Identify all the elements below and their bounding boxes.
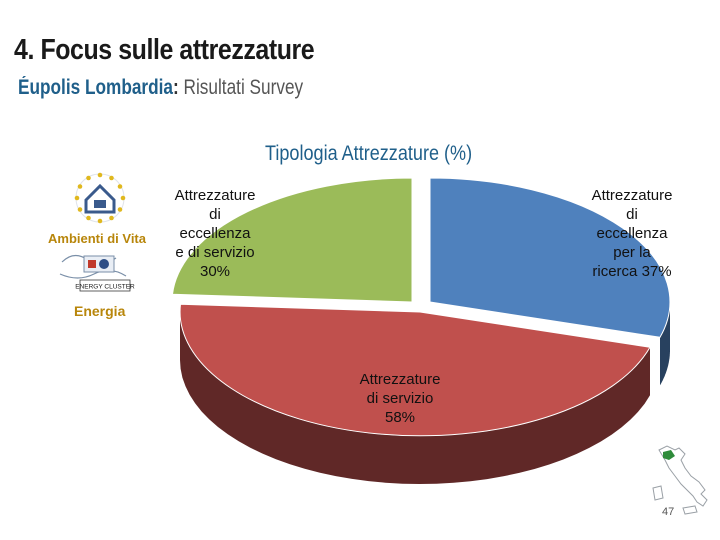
- slice-label-servizio: Attrezzature di servizio 58%: [340, 370, 460, 427]
- slice-eccellenza-ricerca: [429, 177, 671, 338]
- label-line: di: [209, 206, 221, 223]
- slice-label-eccellenza-servizio: Attrezzature di eccellenza e di servizio…: [160, 186, 270, 281]
- energia-label: Energia: [74, 303, 126, 319]
- label-line: Attrezzature: [591, 187, 673, 204]
- label-line: e di servizio: [175, 244, 255, 261]
- subtitle-separator: :: [173, 76, 179, 99]
- label-line: Attrezzature: [359, 371, 441, 388]
- cluster-logos: ENERGY CLUSTER: [59, 172, 135, 292]
- page-number: 47: [662, 506, 675, 518]
- subtitle-org: Éupolis Lombardia: [18, 76, 174, 99]
- energy-cluster-text: ENERGY CLUSTER: [75, 284, 135, 291]
- energy-cluster-logo: ENERGY CLUSTER: [59, 254, 135, 292]
- label-line: eccellenza: [596, 225, 668, 242]
- page-title: 4. Focus sulle attrezzature: [14, 34, 315, 66]
- label-line: 30%: [199, 263, 231, 280]
- slice-servizio: [179, 303, 651, 437]
- italy-map-icon: [652, 445, 708, 515]
- label-line: 58%: [384, 409, 416, 426]
- ambienti-di-vita-logo: [74, 172, 126, 224]
- ambienti-di-vita-label: Ambienti di Vita: [48, 231, 146, 246]
- label-line: ricerca 37%: [592, 263, 672, 280]
- page-subtitle: Éupolis Lombardia: Risultati Survey: [18, 76, 303, 100]
- label-line: Attrezzature: [174, 187, 256, 204]
- slice-servizio-side: [180, 312, 650, 484]
- slice-label-eccellenza-ricerca: Attrezzature di eccellenza per la ricerc…: [578, 186, 686, 281]
- slice-eccellenza-ricerca-side: [660, 302, 670, 386]
- chart-title: Tipologia Attrezzature (%): [265, 142, 473, 165]
- label-line: per la: [613, 244, 651, 261]
- subtitle-rest: Risultati Survey: [178, 76, 304, 99]
- slice-eccellenza-servizio: [171, 177, 413, 303]
- label-line: di: [626, 206, 638, 223]
- label-line: di servizio: [366, 390, 434, 407]
- label-line: eccellenza: [179, 225, 251, 242]
